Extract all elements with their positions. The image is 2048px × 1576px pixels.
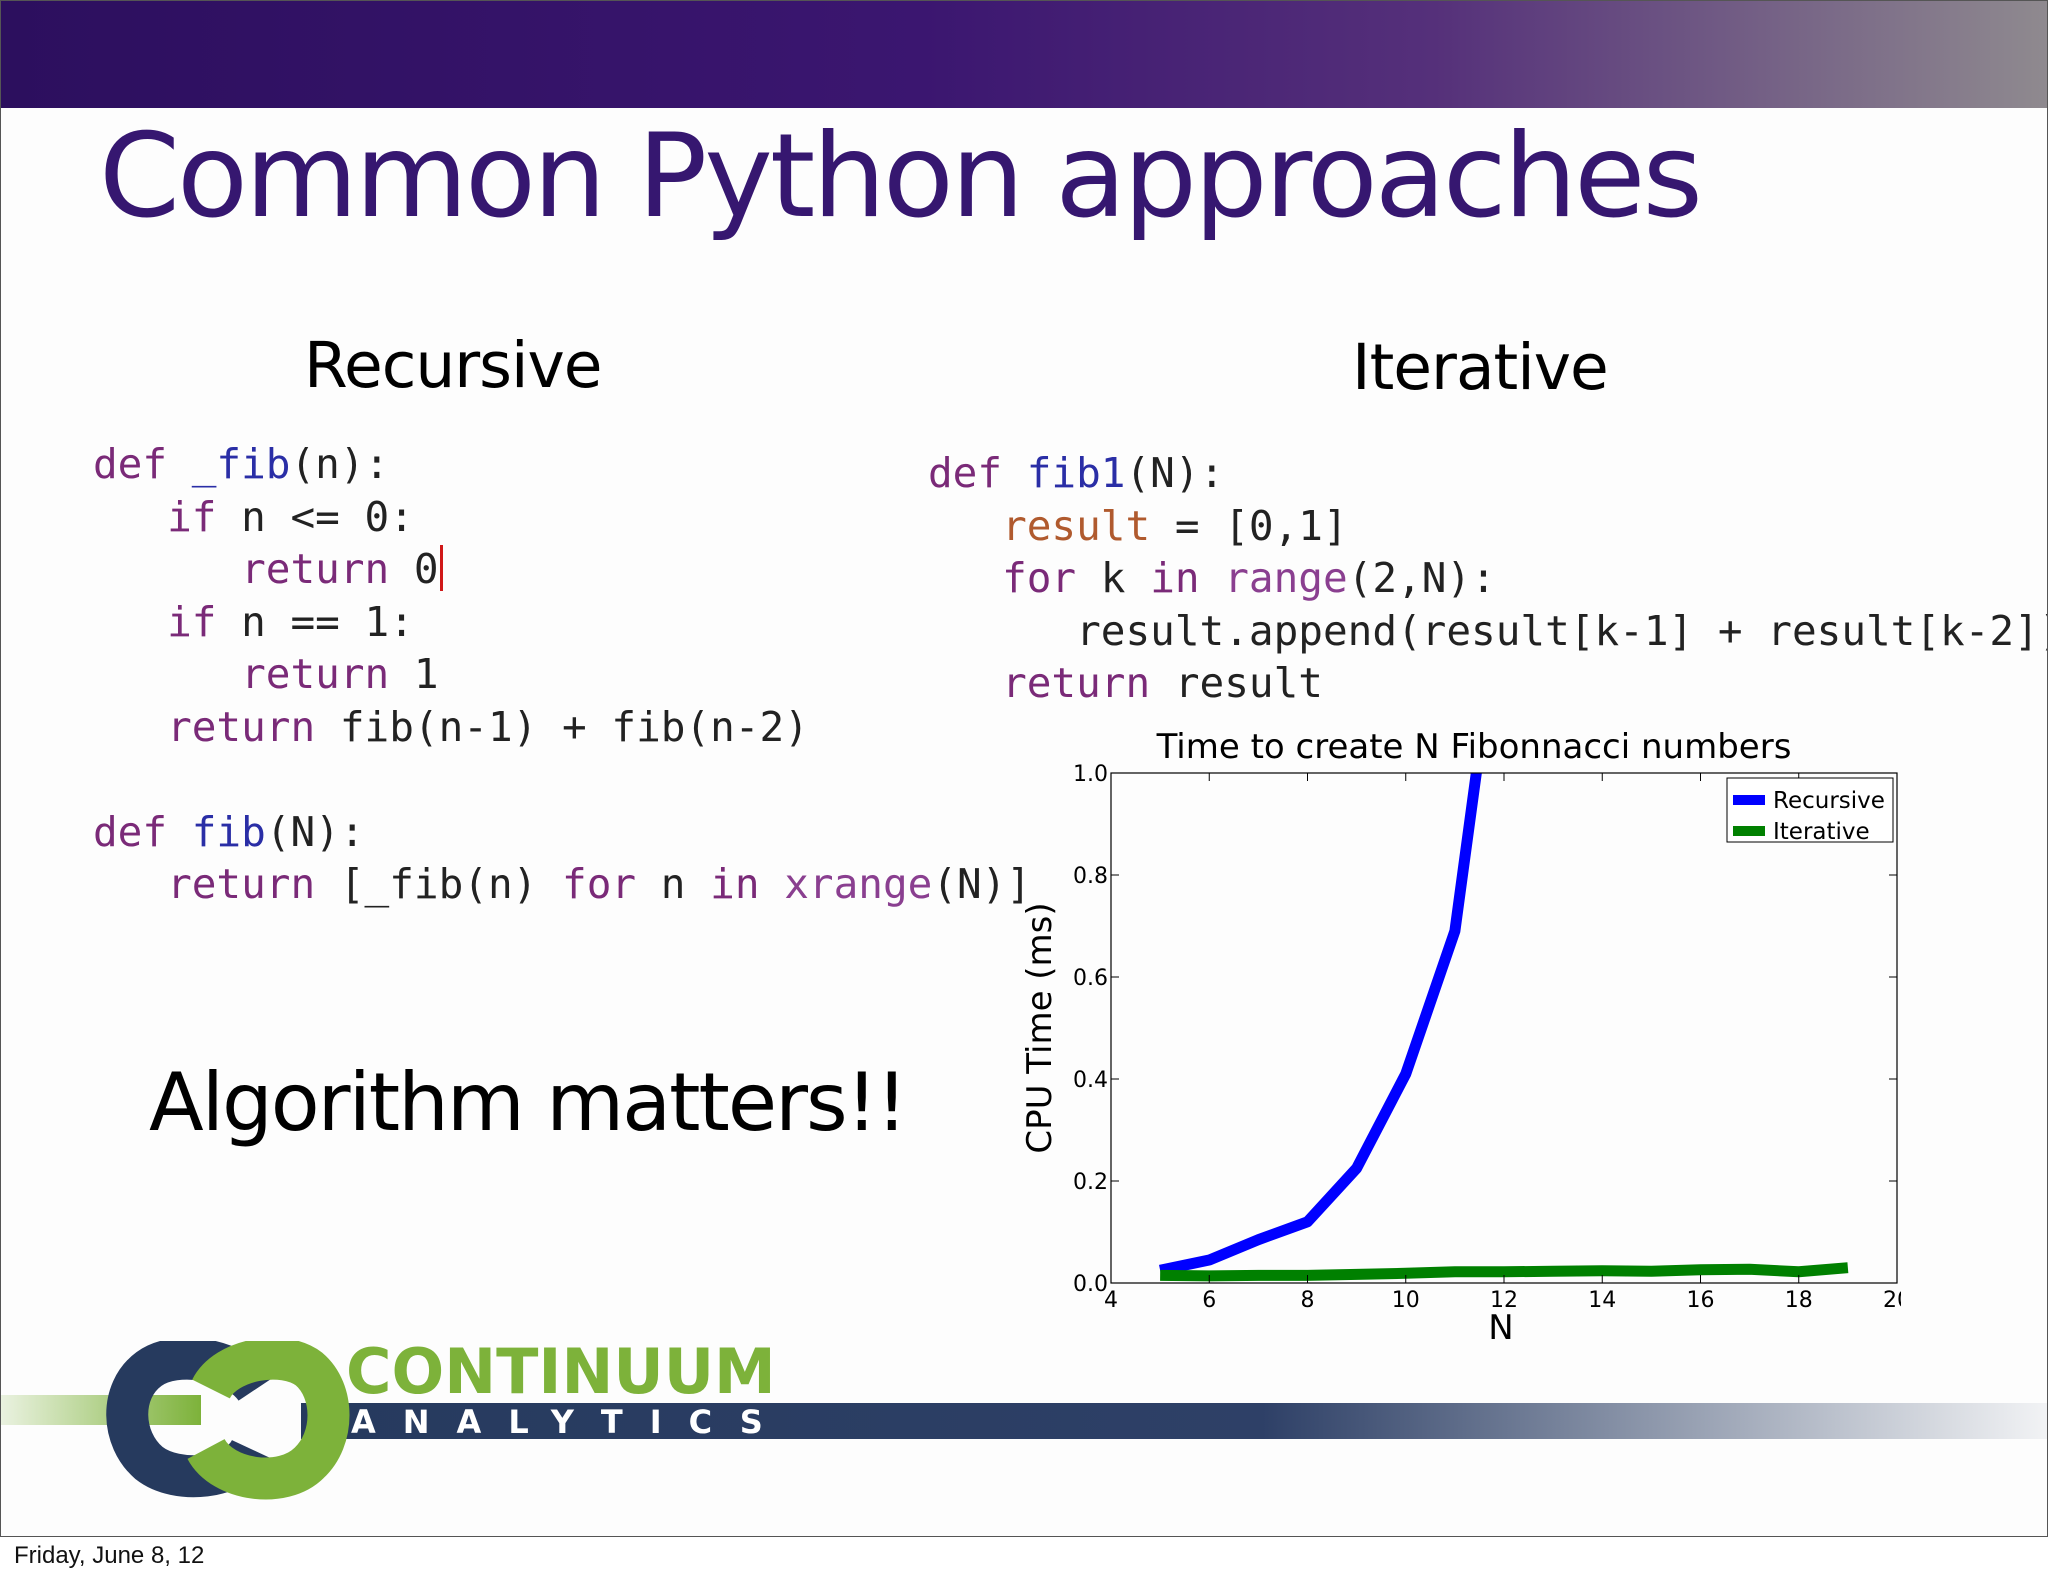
logo-wordmark-analytics: ANALYTICS [351,1403,790,1441]
code-text: (n): [290,440,390,488]
recursive-heading: Recursive [304,329,603,402]
code-keyword: return [167,860,316,908]
code-keyword: return [241,650,390,698]
code-text: k [1076,554,1151,602]
continuum-analytics-logo: CONTINUUM ANALYTICS [1,1341,2047,1500]
code-text: = [0,1] [1150,501,1348,550]
series-line-iterative [1160,1262,1849,1282]
code-keyword: def [928,449,1003,497]
code-line: if n <= 0: [93,491,1031,544]
y-tick-label: 0.2 [1073,1170,1108,1195]
title-bar [1,1,2047,108]
code-line-blank [93,753,1031,806]
code-text [1200,554,1225,602]
code-keyword: in [710,860,760,908]
plot-frame [1110,772,1898,1284]
x-tick-label: 14 [1588,1288,1616,1313]
x-tick-label: 6 [1202,1288,1216,1313]
code-function-name: fib1 [1026,449,1126,497]
code-text: (N)] [932,860,1032,908]
code-line: return [_fib(n) for n in xrange(N)] [93,858,1031,911]
code-text [760,860,785,908]
series-line-recursive [1159,773,1482,1276]
code-line: def _fib(n): [93,438,1031,491]
code-keyword: return [1002,659,1151,707]
code-text: n [636,860,711,908]
code-keyword: return [241,545,390,593]
code-line: return 0 [93,543,1031,596]
code-function-name: fib [191,807,266,856]
code-keyword: def [93,440,168,488]
recursive-code-block: def _fib(n): if n <= 0: return 0 if n ==… [93,438,1031,911]
code-text: [_fib(n) [315,860,563,908]
iterative-heading: Iterative [1352,331,1609,404]
code-text: fib(n-1) + fib(n-2) [315,702,809,751]
x-tick-label: 8 [1301,1288,1315,1313]
code-line: return result [928,657,2047,710]
footer-date: Friday, June 8, 12 [14,1542,205,1569]
slide: Common Python approaches Recursive Itera… [0,0,2048,1537]
code-keyword: return [167,702,316,751]
code-builtin: xrange [784,860,933,908]
y-tick-label: 0.0 [1073,1272,1108,1297]
code-function-name: _fib [191,440,291,488]
code-line: for k in range(2,N): [928,552,2047,605]
code-keyword: if [167,492,217,541]
code-variable: result [1002,501,1151,550]
code-text: result [1150,659,1323,707]
code-line: return 1 [93,648,1031,701]
y-tick-label: 0.8 [1073,864,1108,889]
x-tick-label: 18 [1785,1288,1813,1313]
code-text: n == 1: [216,597,414,646]
logo-mark [106,1341,350,1500]
code-text: result.append(result[k-1] + result[k-2]) [1076,606,2048,655]
fibonacci-timing-chart: Time to create N Fibonnacci numbers 4 6 8 10… [1021,727,1901,1346]
y-tick-label: 0.6 [1073,966,1108,991]
code-text: (N): [1125,449,1225,497]
logo-green-band [1,1395,201,1425]
x-tick-label: 20 [1883,1288,1901,1313]
text-cursor [439,545,443,591]
iterative-code-block: def fib1(N): result = [0,1] for k in ran… [928,447,2048,710]
code-text: 0 [389,545,439,593]
code-text: (2,N): [1347,554,1496,602]
x-tick-label: 16 [1687,1288,1715,1313]
code-text: 1 [389,650,439,698]
y-tick-label: 0.4 [1073,1068,1108,1093]
code-line: if n == 1: [93,596,1031,649]
y-tick-label: 1.0 [1073,762,1108,787]
logo-navy-band [301,1403,2047,1439]
code-keyword: for [1002,554,1077,602]
x-tick-label: 12 [1490,1288,1518,1313]
code-keyword: if [167,597,217,646]
x-tick-label: 10 [1392,1288,1420,1313]
legend-label-iterative: Iterative [1773,819,1870,845]
code-line: def fib1(N): [928,447,2047,500]
y-axis-label: CPU Time (ms) [1021,902,1060,1153]
legend-label-recursive: Recursive [1773,788,1885,814]
x-axis-label: N [1488,1308,1513,1346]
code-text: (N): [265,807,365,856]
code-line: return fib(n-1) + fib(n-2) [93,701,1031,754]
code-text: n <= 0: [216,492,414,541]
code-line: result.append(result[k-1] + result[k-2]) [928,605,2048,658]
code-keyword: in [1150,554,1200,602]
chart-title: Time to create N Fibonnacci numbers [1156,727,1792,767]
code-builtin: range [1224,554,1348,602]
x-tick-label: 4 [1104,1288,1118,1313]
logo-wordmark-continuum: CONTINUUM [346,1341,776,1408]
code-line: result = [0,1] [928,500,2047,553]
code-keyword: for [562,860,637,908]
algorithm-note: Algorithm matters!! [149,1056,908,1149]
code-keyword: def [93,807,168,856]
code-line: def fib(N): [93,806,1031,859]
slide-title: Common Python approaches [99,109,1703,244]
